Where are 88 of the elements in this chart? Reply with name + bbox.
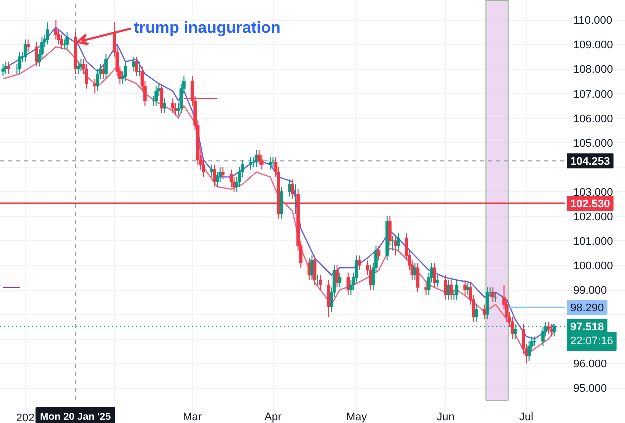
- x-tick-label: Apr: [264, 412, 282, 423]
- candlestick: [444, 274, 448, 300]
- y-tick-label: 101.000: [574, 236, 614, 248]
- x-tick-label: May: [346, 412, 368, 423]
- ref-line-label: Mon 20 Jan '25: [40, 412, 112, 423]
- x-tick-label: Jun: [436, 412, 455, 423]
- candlestick: [24, 39, 28, 62]
- candlestick: [346, 272, 350, 296]
- y-tick-label: 102.000: [574, 211, 614, 224]
- candlestick: [230, 169, 234, 188]
- y-tick-label: 103.000: [574, 186, 614, 199]
- candlestick: [216, 172, 220, 188]
- candlestick: [35, 42, 38, 68]
- candlestick: [547, 321, 550, 335]
- candlestick: [171, 98, 175, 114]
- candlestick: [54, 20, 58, 40]
- candlestick: [455, 280, 459, 300]
- candlestick: [336, 265, 339, 288]
- candlestick: [60, 34, 64, 50]
- ref-line-label: 102.530: [570, 198, 610, 210]
- candlestick: [308, 258, 312, 281]
- x-tick-label: 202: [16, 412, 35, 423]
- candlestick: [46, 22, 50, 46]
- annotation: 98.290: [570, 302, 604, 314]
- y-tick-label: 109.000: [574, 40, 614, 52]
- candlestick: [338, 272, 342, 288]
- y-tick-label: 95.000: [574, 383, 608, 396]
- candlestick: [414, 262, 417, 281]
- candlestick: [433, 262, 436, 288]
- candlestick: [124, 61, 128, 82]
- candlestick: [18, 52, 22, 75]
- candlestick: [154, 86, 158, 107]
- candlestick: [436, 274, 440, 288]
- candlestick: [7, 61, 10, 75]
- candlestick: [96, 68, 100, 92]
- candlestick: [388, 216, 392, 246]
- candlestick: [135, 56, 139, 78]
- candlestick: [291, 179, 294, 200]
- candlestick: [450, 280, 454, 300]
- candlestick: [218, 166, 222, 183]
- candlestick: [85, 64, 88, 90]
- candlestick: [288, 179, 292, 198]
- candlestick: [486, 287, 490, 320]
- candlestick: [280, 186, 284, 220]
- y-tick-label: 107.000: [574, 88, 614, 101]
- candlestick: [391, 236, 395, 252]
- candlestick: [163, 98, 166, 114]
- y-tick-label: 96.000: [574, 358, 608, 371]
- ref-line-label: 104.253: [570, 156, 610, 168]
- candlestick: [327, 280, 331, 318]
- x-tick-label: Mar: [183, 412, 202, 423]
- candlestick: [66, 32, 69, 50]
- candlestick: [104, 54, 108, 80]
- candlestick: [377, 245, 381, 262]
- candlestick: [491, 287, 495, 303]
- candlestick: [222, 166, 225, 180]
- candlestick: [160, 83, 164, 114]
- candlestick: [424, 282, 428, 296]
- candlestick: [483, 304, 486, 320]
- candlestick: [313, 255, 317, 286]
- ref-line-label: 97.518: [570, 321, 604, 334]
- y-tick-label: 105.000: [574, 138, 614, 150]
- candlestick: [464, 280, 467, 296]
- candlestick: [318, 274, 322, 291]
- candlestick: [310, 255, 314, 281]
- candlestick: [394, 236, 398, 256]
- candlestick: [358, 255, 362, 271]
- x-tick-label: Jul: [520, 412, 534, 423]
- candlestick: [474, 304, 478, 322]
- candlestick: [76, 61, 80, 75]
- y-tick-label: 106.000: [574, 113, 614, 126]
- y-tick-label: 110.000: [574, 15, 612, 28]
- candlestick: [272, 157, 275, 168]
- candlestick: [213, 164, 216, 188]
- text: 22:07:16: [570, 335, 614, 348]
- candlestick: [249, 157, 253, 170]
- candlestick: [494, 292, 498, 303]
- candlestick: [416, 262, 420, 294]
- candlestick: [396, 233, 400, 252]
- candlestick: [80, 58, 83, 72]
- y-tick-label: 99.000: [574, 285, 608, 298]
- candlestick: [542, 326, 545, 348]
- y-tick-label: 108.000: [574, 64, 614, 76]
- candlestick: [268, 157, 272, 170]
- annotation: trump inauguration: [134, 20, 281, 38]
- y-tick-label: 100.000: [574, 260, 614, 273]
- candlestick: [2, 64, 5, 78]
- candlestick: [26, 39, 30, 53]
